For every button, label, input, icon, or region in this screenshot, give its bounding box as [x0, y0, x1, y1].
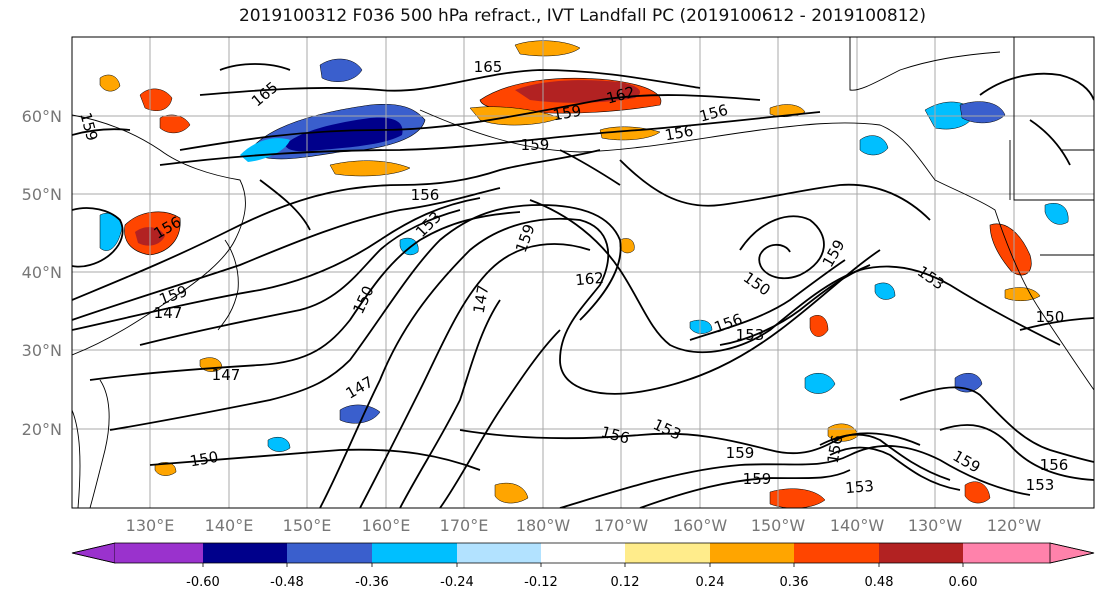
colorbar-tick-label: -0.12 — [524, 575, 558, 590]
contour-label: 159 — [726, 444, 755, 462]
colorbar-segment — [203, 543, 287, 563]
contour-label: 150 — [1036, 308, 1065, 326]
longitude-label: 130°W — [908, 516, 963, 535]
colorbar-segment — [963, 543, 1050, 563]
graticule — [72, 37, 1094, 508]
colorbar-tick-label: -0.60 — [186, 575, 220, 590]
plot-border — [71, 36, 1095, 509]
contour-label: 147 — [154, 304, 183, 322]
colorbar-tick-label: 0.60 — [949, 575, 978, 590]
contour-label: 159 — [551, 102, 582, 125]
contour-label: 153 — [845, 477, 875, 497]
colorbar-segment — [625, 543, 710, 563]
contour-label: 156 — [411, 186, 440, 204]
longitude-label: 130°E — [126, 516, 175, 535]
longitude-label: 160°W — [673, 516, 728, 535]
colorbar-tick-labels: -0.60 -0.48 -0.36 -0.24 -0.12 0.12 0.24 0.36 0.4… — [186, 563, 977, 590]
colorbar-segment — [794, 543, 879, 563]
longitude-label: 160°E — [362, 516, 411, 535]
contour-label: 156 — [663, 122, 694, 145]
latitude-label: 40°N — [22, 263, 62, 282]
contour-lines — [72, 63, 1094, 508]
colorbar-tick-label: -0.36 — [355, 575, 389, 590]
contour-label: 159 — [743, 470, 772, 488]
map-title: 2019100312 F036 500 hPa refract., IVT La… — [238, 6, 926, 26]
latitude-label: 60°N — [22, 107, 62, 126]
longitude-label: 120°W — [987, 516, 1042, 535]
latitude-label: 20°N — [22, 420, 62, 439]
colorbar-tick-label: 0.48 — [865, 575, 894, 590]
contour-label: 159 — [521, 136, 550, 154]
colorbar-tick-label: -0.24 — [440, 575, 474, 590]
contour-label: 153 — [736, 326, 765, 344]
colorbar-tick-label: -0.48 — [270, 575, 304, 590]
colorbar-segment — [115, 543, 203, 563]
longitude-label: 140°W — [830, 516, 885, 535]
colorbar-segment — [541, 543, 625, 563]
colorbar-tick-label: 0.12 — [611, 575, 640, 590]
contour-label: 150 — [188, 448, 219, 471]
colorbar-segment — [1049, 542, 1095, 564]
longitude-label: 170°E — [440, 516, 489, 535]
colorbar — [71, 542, 1095, 564]
longitude-label: 170°W — [594, 516, 649, 535]
longitude-label: 180°W — [516, 516, 571, 535]
colorbar-segment — [71, 542, 116, 564]
latitude-label: 30°N — [22, 341, 62, 360]
colorbar-segment — [710, 543, 794, 563]
colorbar-outline — [71, 542, 1095, 564]
contour-label: 153 — [1026, 476, 1055, 494]
colorbar-tick-label: 0.36 — [780, 575, 809, 590]
latitude-labels: 60°N 50°N 40°N 30°N 20°N — [22, 107, 62, 439]
contour-label: 147 — [212, 366, 241, 384]
contour-label: 165 — [474, 58, 503, 76]
longitude-label: 150°E — [283, 516, 332, 535]
contour-label: 162 — [575, 269, 605, 289]
colorbar-tick-label: 0.24 — [696, 575, 725, 590]
longitude-label: 140°E — [205, 516, 254, 535]
longitude-label: 150°W — [751, 516, 806, 535]
contour-label: 156 — [1040, 456, 1069, 474]
latitude-label: 50°N — [22, 185, 62, 204]
longitude-labels: 130°E 140°E 150°E 160°E 170°E 180°W 170°W 160°W… — [126, 516, 1042, 535]
contour-label: 147 — [470, 283, 493, 314]
colorbar-segment — [457, 543, 541, 563]
colorbar-segment — [287, 543, 372, 563]
colorbar-segment — [372, 543, 457, 563]
contour-label: 156 — [824, 433, 847, 464]
colorbar-segment — [879, 543, 963, 563]
